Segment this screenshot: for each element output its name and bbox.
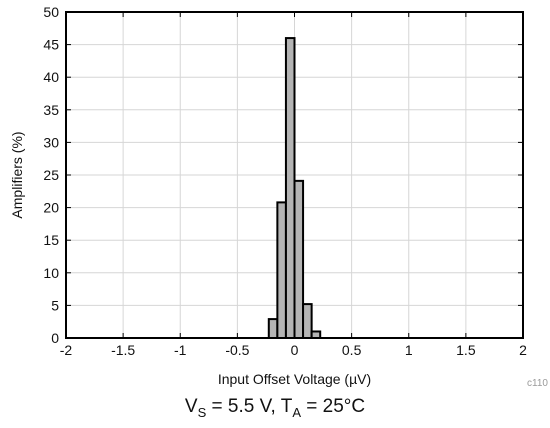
y-tick-label: 50 — [43, 4, 59, 20]
y-axis-title: Amplifiers (%) — [9, 131, 25, 218]
x-tick-label: 1 — [405, 342, 413, 358]
y-tick-labels: 0 5 10 15 20 25 30 35 40 45 50 — [43, 4, 59, 346]
histogram-bar — [293, 179, 305, 339]
x-tick-labels: -2 -1.5 -1 -0.5 0 0.5 1 1.5 2 — [60, 342, 527, 358]
x-tick-label: -1 — [174, 342, 187, 358]
plot-frame — [65, 11, 524, 339]
y-tick-label: 35 — [43, 102, 59, 118]
y-tick-label: 25 — [43, 167, 59, 183]
x-tick-label: -2 — [60, 342, 73, 358]
caption-v: V — [184, 396, 198, 417]
x-tick-label: -0.5 — [225, 342, 249, 358]
y-tick-label: 20 — [43, 200, 59, 216]
caption-t: T — [280, 396, 293, 417]
y-tick-label: 40 — [43, 69, 59, 85]
histogram-bar — [267, 318, 279, 340]
y-tick-label: 15 — [43, 232, 59, 248]
caption-v-value: = 5.5 V, — [206, 396, 281, 417]
y-tick-label: 30 — [43, 134, 59, 150]
conditions-caption: VS = 5.5 V, TA = 25°C — [0, 396, 550, 420]
histogram-bar — [302, 303, 313, 340]
histogram-bar — [284, 37, 296, 340]
x-tick-label: -1.5 — [111, 342, 135, 358]
histogram-bars — [267, 37, 322, 340]
x-tick-label: 0.5 — [342, 342, 362, 358]
x-tick-label: 1.5 — [456, 342, 476, 358]
caption-t-value: = 25°C — [301, 396, 366, 417]
figure-id: c110 — [527, 378, 548, 389]
caption-v-sub: S — [197, 404, 207, 420]
x-tick-label: 2 — [519, 342, 527, 358]
y-tick-label: 0 — [51, 330, 59, 346]
y-tick-label: 45 — [43, 37, 59, 53]
y-tick-label: 10 — [43, 265, 59, 281]
x-tick-label: 0 — [291, 342, 299, 358]
histogram-bar — [276, 201, 287, 339]
y-tick-label: 5 — [51, 297, 59, 313]
caption-t-sub: A — [292, 404, 302, 420]
x-axis-title: Input Offset Voltage (µV) — [218, 371, 371, 387]
